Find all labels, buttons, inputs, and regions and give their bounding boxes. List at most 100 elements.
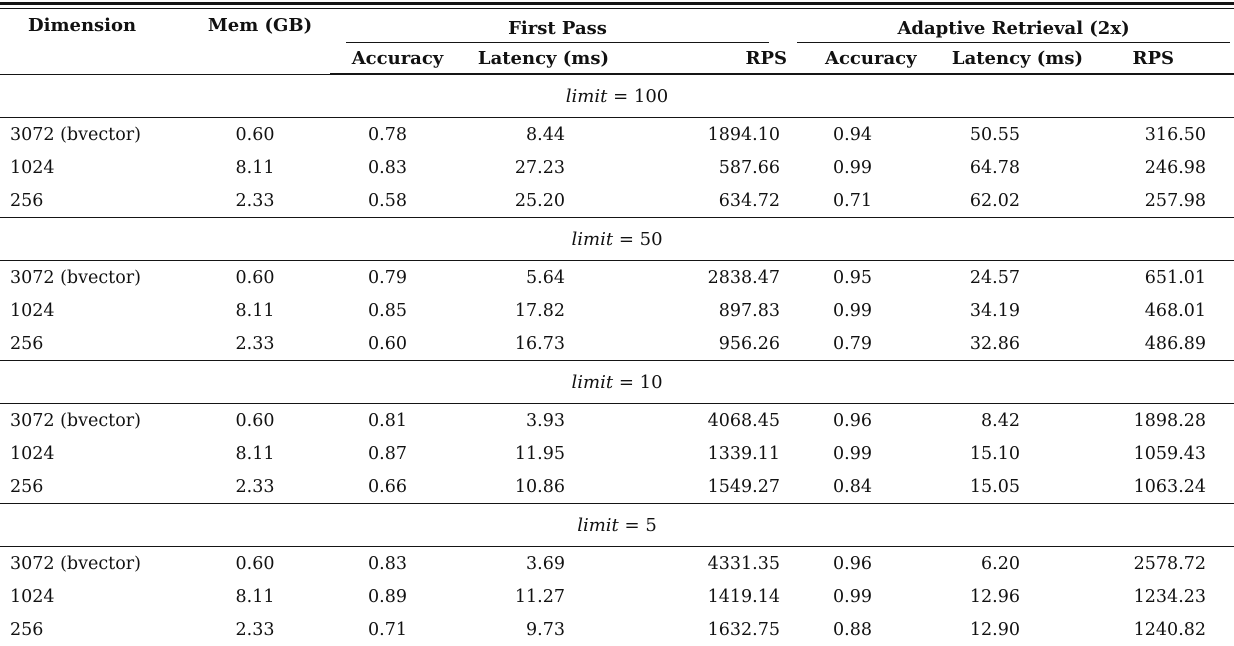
cell-ar-accuracy: 0.99 (833, 157, 872, 178)
table-row: 3072 (bvector) 0.60 0.83 3.69 4331.35 0.… (0, 547, 1234, 581)
cell-dimension: 1024 (10, 443, 55, 464)
cell-ar-rps: 1898.28 (1133, 410, 1207, 431)
cell-ar-latency: 6.20 (981, 553, 1020, 574)
section-header-limit-5: limit = 5 (0, 503, 1234, 547)
cell-fp-accuracy: 0.81 (368, 410, 407, 431)
table-row: 1024 8.11 0.87 11.95 1339.11 0.99 15.10 … (0, 437, 1234, 470)
limit-word: limit (571, 371, 614, 393)
cell-ar-accuracy: 0.95 (833, 267, 872, 288)
cell-ar-rps: 257.98 (1144, 190, 1207, 211)
cell-fp-accuracy: 0.58 (368, 190, 407, 211)
cell-dimension: 1024 (10, 586, 55, 607)
table-row: 256 2.33 0.71 9.73 1632.75 0.88 12.90 12… (0, 613, 1234, 646)
cell-dimension: 3072 (bvector) (10, 410, 141, 431)
cell-fp-accuracy: 0.89 (368, 586, 407, 607)
cell-dimension: 3072 (bvector) (10, 553, 141, 574)
cell-dimension: 1024 (10, 157, 55, 178)
col-header-mem: Mem (GB) (207, 15, 313, 36)
section-header-limit-10: limit = 10 (0, 360, 1234, 404)
adaptive-retrieval-group-label: Adaptive Retrieval (2x) (797, 14, 1231, 43)
cell-ar-latency: 64.78 (969, 157, 1020, 178)
cell-ar-latency: 62.02 (969, 190, 1020, 211)
col-header-fp-latency: Latency (ms) (445, 43, 615, 75)
cell-fp-rps: 897.83 (718, 300, 780, 321)
cell-fp-latency: 25.20 (514, 190, 565, 211)
cell-ar-accuracy: 0.96 (833, 410, 872, 431)
cell-fp-rps: 4331.35 (707, 553, 780, 574)
cell-fp-latency: 5.64 (526, 267, 565, 288)
cell-mem: 0.60 (235, 553, 275, 574)
col-header-ar-latency: Latency (ms) (910, 43, 1085, 75)
limit-value: = 5 (624, 514, 657, 536)
cell-ar-latency: 15.05 (969, 476, 1020, 497)
cell-ar-rps: 1063.24 (1133, 476, 1207, 497)
cell-dimension: 256 (10, 333, 44, 354)
cell-fp-rps: 1339.11 (707, 443, 780, 464)
cell-fp-rps: 634.72 (718, 190, 780, 211)
cell-ar-rps: 651.01 (1144, 267, 1207, 288)
cell-fp-rps: 956.26 (718, 333, 780, 354)
cell-mem: 2.33 (235, 619, 275, 640)
cell-ar-latency: 50.55 (969, 124, 1020, 145)
cell-mem: 0.60 (235, 410, 275, 431)
limit-value: = 10 (618, 371, 663, 393)
cell-ar-accuracy: 0.94 (833, 124, 872, 145)
benchmark-results-table: Dimension Mem (GB) First Pass Adaptive R… (0, 9, 1234, 646)
cell-ar-latency: 34.19 (969, 300, 1020, 321)
cell-fp-rps: 4068.45 (707, 410, 780, 431)
cell-ar-accuracy: 0.99 (833, 443, 872, 464)
section-header-limit-100: limit = 100 (0, 73, 1234, 118)
cell-ar-latency: 32.86 (969, 333, 1020, 354)
cell-fp-latency: 3.69 (526, 553, 565, 574)
cell-fp-latency: 9.73 (526, 619, 565, 640)
cell-fp-rps: 1419.14 (707, 586, 780, 607)
table-header: Dimension Mem (GB) First Pass Adaptive R… (0, 9, 1234, 75)
limit-word: limit (565, 85, 608, 107)
cell-mem: 8.11 (235, 157, 275, 178)
cell-ar-rps: 1240.82 (1133, 619, 1207, 640)
cell-fp-accuracy: 0.71 (368, 619, 407, 640)
table-body: limit = 100 3072 (bvector) 0.60 0.78 8.4… (0, 73, 1234, 646)
limit-value: = 100 (613, 85, 669, 107)
cell-dimension: 1024 (10, 300, 55, 321)
col-group-adaptive-retrieval: Adaptive Retrieval (2x) (795, 9, 1234, 43)
cell-ar-accuracy: 0.71 (833, 190, 872, 211)
cell-ar-latency: 24.57 (969, 267, 1020, 288)
table-row: 3072 (bvector) 0.60 0.81 3.93 4068.45 0.… (0, 404, 1234, 438)
table-row: 1024 8.11 0.83 27.23 587.66 0.99 64.78 2… (0, 151, 1234, 184)
cell-fp-rps: 587.66 (718, 157, 780, 178)
cell-fp-accuracy: 0.83 (368, 157, 407, 178)
cell-fp-accuracy: 0.83 (368, 553, 407, 574)
cell-mem: 8.11 (235, 443, 275, 464)
cell-fp-accuracy: 0.66 (368, 476, 407, 497)
cell-fp-latency: 27.23 (514, 157, 565, 178)
col-header-dimension: Dimension (28, 15, 137, 36)
cell-fp-accuracy: 0.60 (368, 333, 407, 354)
cell-mem: 2.33 (235, 190, 275, 211)
section-header-cell: limit = 10 (0, 360, 1234, 404)
cell-ar-latency: 12.90 (969, 619, 1020, 640)
cell-mem: 2.33 (235, 476, 275, 497)
col-group-first-pass: First Pass (330, 9, 795, 43)
cell-fp-rps: 1549.27 (707, 476, 780, 497)
cell-fp-latency: 16.73 (514, 333, 565, 354)
cell-ar-rps: 246.98 (1144, 157, 1207, 178)
section-header-cell: limit = 100 (0, 73, 1234, 118)
cell-fp-accuracy: 0.85 (368, 300, 407, 321)
cell-mem: 0.60 (235, 267, 275, 288)
cell-fp-accuracy: 0.87 (368, 443, 407, 464)
cell-dimension: 256 (10, 619, 44, 640)
section-header-cell: limit = 50 (0, 217, 1234, 261)
cell-dimension: 256 (10, 190, 44, 211)
cell-ar-accuracy: 0.79 (833, 333, 872, 354)
cell-dimension: 3072 (bvector) (10, 267, 141, 288)
cell-ar-latency: 12.96 (969, 586, 1020, 607)
cell-fp-latency: 11.27 (514, 586, 565, 607)
cell-ar-rps: 1059.43 (1133, 443, 1207, 464)
cell-fp-rps: 1894.10 (707, 124, 780, 145)
cell-ar-accuracy: 0.84 (833, 476, 872, 497)
cell-ar-accuracy: 0.99 (833, 586, 872, 607)
cell-fp-latency: 3.93 (526, 410, 565, 431)
table-row: 3072 (bvector) 0.60 0.78 8.44 1894.10 0.… (0, 118, 1234, 152)
